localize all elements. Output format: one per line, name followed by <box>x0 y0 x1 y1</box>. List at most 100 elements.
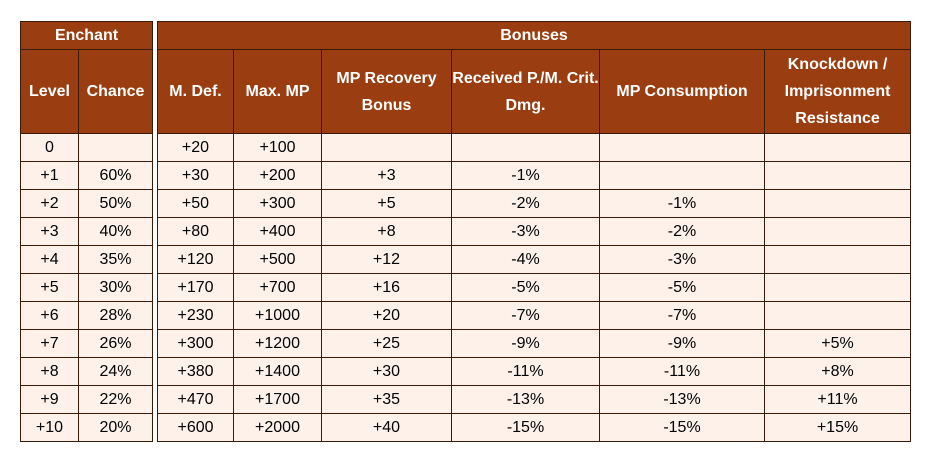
table-cell: +2000 <box>233 413 322 442</box>
table-cell: 28% <box>78 301 153 330</box>
column-header-max-mp: Max. MP <box>233 49 322 134</box>
table-cell: +470 <box>157 385 234 414</box>
bonus-row: +20 +100 <box>157 133 912 162</box>
table-cell: -9% <box>599 329 765 358</box>
table-cell: -13% <box>451 385 600 414</box>
table-cell <box>451 133 600 162</box>
table-cell <box>763 273 912 302</box>
table-cell: +16 <box>321 273 452 302</box>
column-header-knockdown-resistance: Knockdown / Imprisonment Resistance <box>763 49 912 134</box>
table-cell: +8 <box>20 357 79 386</box>
table-cell: +400 <box>233 217 322 246</box>
table-cell: +7 <box>20 329 79 358</box>
table-cell: +3 <box>20 217 79 246</box>
table-cell: 24% <box>78 357 153 386</box>
table-cell: +8% <box>763 357 912 386</box>
table-cell: +1700 <box>233 385 322 414</box>
table-cell: -15% <box>599 413 765 442</box>
table-cell: 50% <box>78 189 153 218</box>
table-cell: -5% <box>599 273 765 302</box>
enchant-row: +7 26% <box>20 329 153 358</box>
table-cell: +50 <box>157 189 234 218</box>
table-cell: -1% <box>599 189 765 218</box>
table-cell: +2 <box>20 189 79 218</box>
table-cell: 40% <box>78 217 153 246</box>
table-cell: -13% <box>599 385 765 414</box>
table-cell: +380 <box>157 357 234 386</box>
enchant-row: +2 50% <box>20 189 153 218</box>
enchant-row: +6 28% <box>20 301 153 330</box>
enchant-header: Enchant <box>20 21 153 50</box>
table-cell: 60% <box>78 161 153 190</box>
table-cell: +230 <box>157 301 234 330</box>
enchant-row: +9 22% <box>20 385 153 414</box>
table-cell: 20% <box>78 413 153 442</box>
table-cell: -11% <box>451 357 600 386</box>
table-cell: +120 <box>157 245 234 274</box>
table-cell: +10 <box>20 413 79 442</box>
table-cell: +30 <box>321 357 452 386</box>
column-header-mp-recovery-bonus: MP Recovery Bonus <box>321 49 452 134</box>
table-cell: +5 <box>20 273 79 302</box>
table-cell: +11% <box>763 385 912 414</box>
table-cell: -7% <box>451 301 600 330</box>
table-cell: -3% <box>599 245 765 274</box>
table-cell: +300 <box>157 329 234 358</box>
bonus-row: +470 +1700 +35 -13% -13% +11% <box>157 385 912 414</box>
table-cell: +5 <box>321 189 452 218</box>
bonuses-header: Bonuses <box>156 21 912 50</box>
table-cell: +1000 <box>233 301 322 330</box>
bonus-row: +380 +1400 +30 -11% -11% +8% <box>157 357 912 386</box>
table-cell: +25 <box>321 329 452 358</box>
table-cell: +1200 <box>233 329 322 358</box>
table-cell: -3% <box>451 217 600 246</box>
table-cell: +100 <box>233 133 322 162</box>
table-cell: +5% <box>763 329 912 358</box>
table-cell: 35% <box>78 245 153 274</box>
bonus-row: +230 +1000 +20 -7% -7% <box>157 301 912 330</box>
bonus-row: +80 +400 +8 -3% -2% <box>157 217 912 246</box>
enchant-row: +5 30% <box>20 273 153 302</box>
table-cell: +30 <box>157 161 234 190</box>
table-cell <box>321 133 452 162</box>
bonuses-table: Bonuses M. Def. Max. MP MP Recovery Bonu… <box>156 21 912 442</box>
table-cell: +40 <box>321 413 452 442</box>
table-cell: 30% <box>78 273 153 302</box>
column-header-level: Level <box>20 49 79 134</box>
table-cell: +3 <box>321 161 452 190</box>
bonus-row: +50 +300 +5 -2% -1% <box>157 189 912 218</box>
bonus-row: +120 +500 +12 -4% -3% <box>157 245 912 274</box>
column-header-chance: Chance <box>78 49 153 134</box>
table-cell: -15% <box>451 413 600 442</box>
table-cell <box>763 245 912 274</box>
table-cell: -2% <box>599 217 765 246</box>
table-cell <box>763 133 912 162</box>
table-cell: +300 <box>233 189 322 218</box>
enchant-row: +10 20% <box>20 413 153 442</box>
table-cell: +200 <box>233 161 322 190</box>
bonus-row: +30 +200 +3 -1% <box>157 161 912 190</box>
table-cell: -9% <box>451 329 600 358</box>
table-cell: +700 <box>233 273 322 302</box>
column-header-m-def: M. Def. <box>157 49 234 134</box>
enchant-row: +4 35% <box>20 245 153 274</box>
table-cell <box>599 161 765 190</box>
enchant-row: +1 60% <box>20 161 153 190</box>
table-cell: +20 <box>321 301 452 330</box>
enchant-table: Enchant Level Chance 0 +1 60% +2 50% +3 40% +4 3… <box>20 21 153 442</box>
enchant-row: 0 <box>20 133 153 162</box>
enchant-table-body: 0 +1 60% +2 50% +3 40% +4 35% +5 30% +6 28% +7 26% +8 24… <box>20 133 153 442</box>
table-cell: +80 <box>157 217 234 246</box>
table-cell <box>763 217 912 246</box>
table-cell: 26% <box>78 329 153 358</box>
table-cell: +1 <box>20 161 79 190</box>
table-cell: +9 <box>20 385 79 414</box>
table-cell: +35 <box>321 385 452 414</box>
table-cell: +1400 <box>233 357 322 386</box>
column-header-received-crit-dmg: Received P./M. Crit. Dmg. <box>451 49 600 134</box>
table-cell: -5% <box>451 273 600 302</box>
bonuses-table-body: +20 +100 +30 +200 +3 -1% +50 +300 +5 -2% -1% +80 +40… <box>157 133 912 442</box>
table-cell: +500 <box>233 245 322 274</box>
table-cell: 22% <box>78 385 153 414</box>
bonus-row: +300 +1200 +25 -9% -9% +5% <box>157 329 912 358</box>
